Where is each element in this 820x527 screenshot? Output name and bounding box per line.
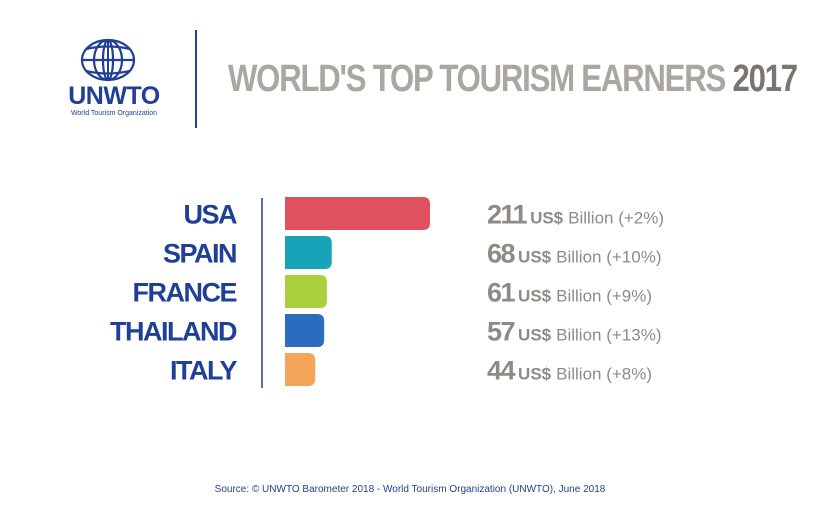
data-label-suffix: Billion (+13%)	[556, 326, 661, 345]
data-label-suffix: Billion (+9%)	[556, 287, 652, 306]
logo-brand: UNWTO	[68, 82, 160, 110]
bar	[285, 275, 327, 308]
header-divider	[195, 30, 197, 128]
bar	[285, 353, 316, 386]
bars-layer: USA 211 US$ Billion (+2%)SPAIN 68 US$ Billion …	[110, 197, 664, 386]
bar	[285, 197, 430, 230]
data-label: 44 US$ Billion (+8%)	[487, 356, 652, 386]
data-label: 211 US$ Billion (+2%)	[487, 200, 664, 230]
data-label-value: 61	[487, 278, 516, 308]
data-label-value: 211	[487, 200, 528, 230]
data-label-unit: US$	[518, 287, 552, 306]
data-label-value: 68	[487, 239, 516, 269]
un-globe-icon	[80, 38, 136, 82]
logo-subtitle: World Tourism Organization	[70, 110, 158, 117]
data-label-suffix: Billion (+10%)	[556, 248, 661, 267]
data-label: 68 US$ Billion (+10%)	[487, 239, 661, 269]
bar	[285, 314, 325, 347]
category-label: USA	[183, 200, 237, 230]
unwto-logo: UNWTO World Tourism Organization	[58, 38, 170, 128]
data-label-suffix: Billion (+8%)	[556, 365, 652, 384]
title-main: WORLD'S TOP TOURISM EARNERS	[228, 58, 726, 100]
data-label-suffix: Billion (+2%)	[568, 209, 664, 228]
data-label-unit: US$	[518, 248, 552, 267]
data-label: 57 US$ Billion (+13%)	[487, 317, 661, 347]
source-note: Source: © UNWTO Barometer 2018 - World T…	[214, 484, 606, 495]
data-label-value: 44	[487, 356, 516, 386]
category-label: THAILAND	[110, 317, 237, 347]
category-label: SPAIN	[163, 239, 236, 269]
data-label-unit: US$	[530, 209, 564, 228]
data-label: 61 US$ Billion (+9%)	[487, 278, 652, 308]
category-label: ITALY	[170, 356, 238, 386]
data-label-unit: US$	[518, 326, 552, 345]
page-title: WORLD'S TOP TOURISM EARNERS 2017	[228, 58, 798, 101]
title-year: 2017	[732, 58, 798, 100]
category-label: FRANCE	[133, 278, 237, 308]
bar	[285, 236, 332, 269]
data-label-value: 57	[487, 317, 515, 347]
data-label-unit: US$	[518, 365, 552, 384]
